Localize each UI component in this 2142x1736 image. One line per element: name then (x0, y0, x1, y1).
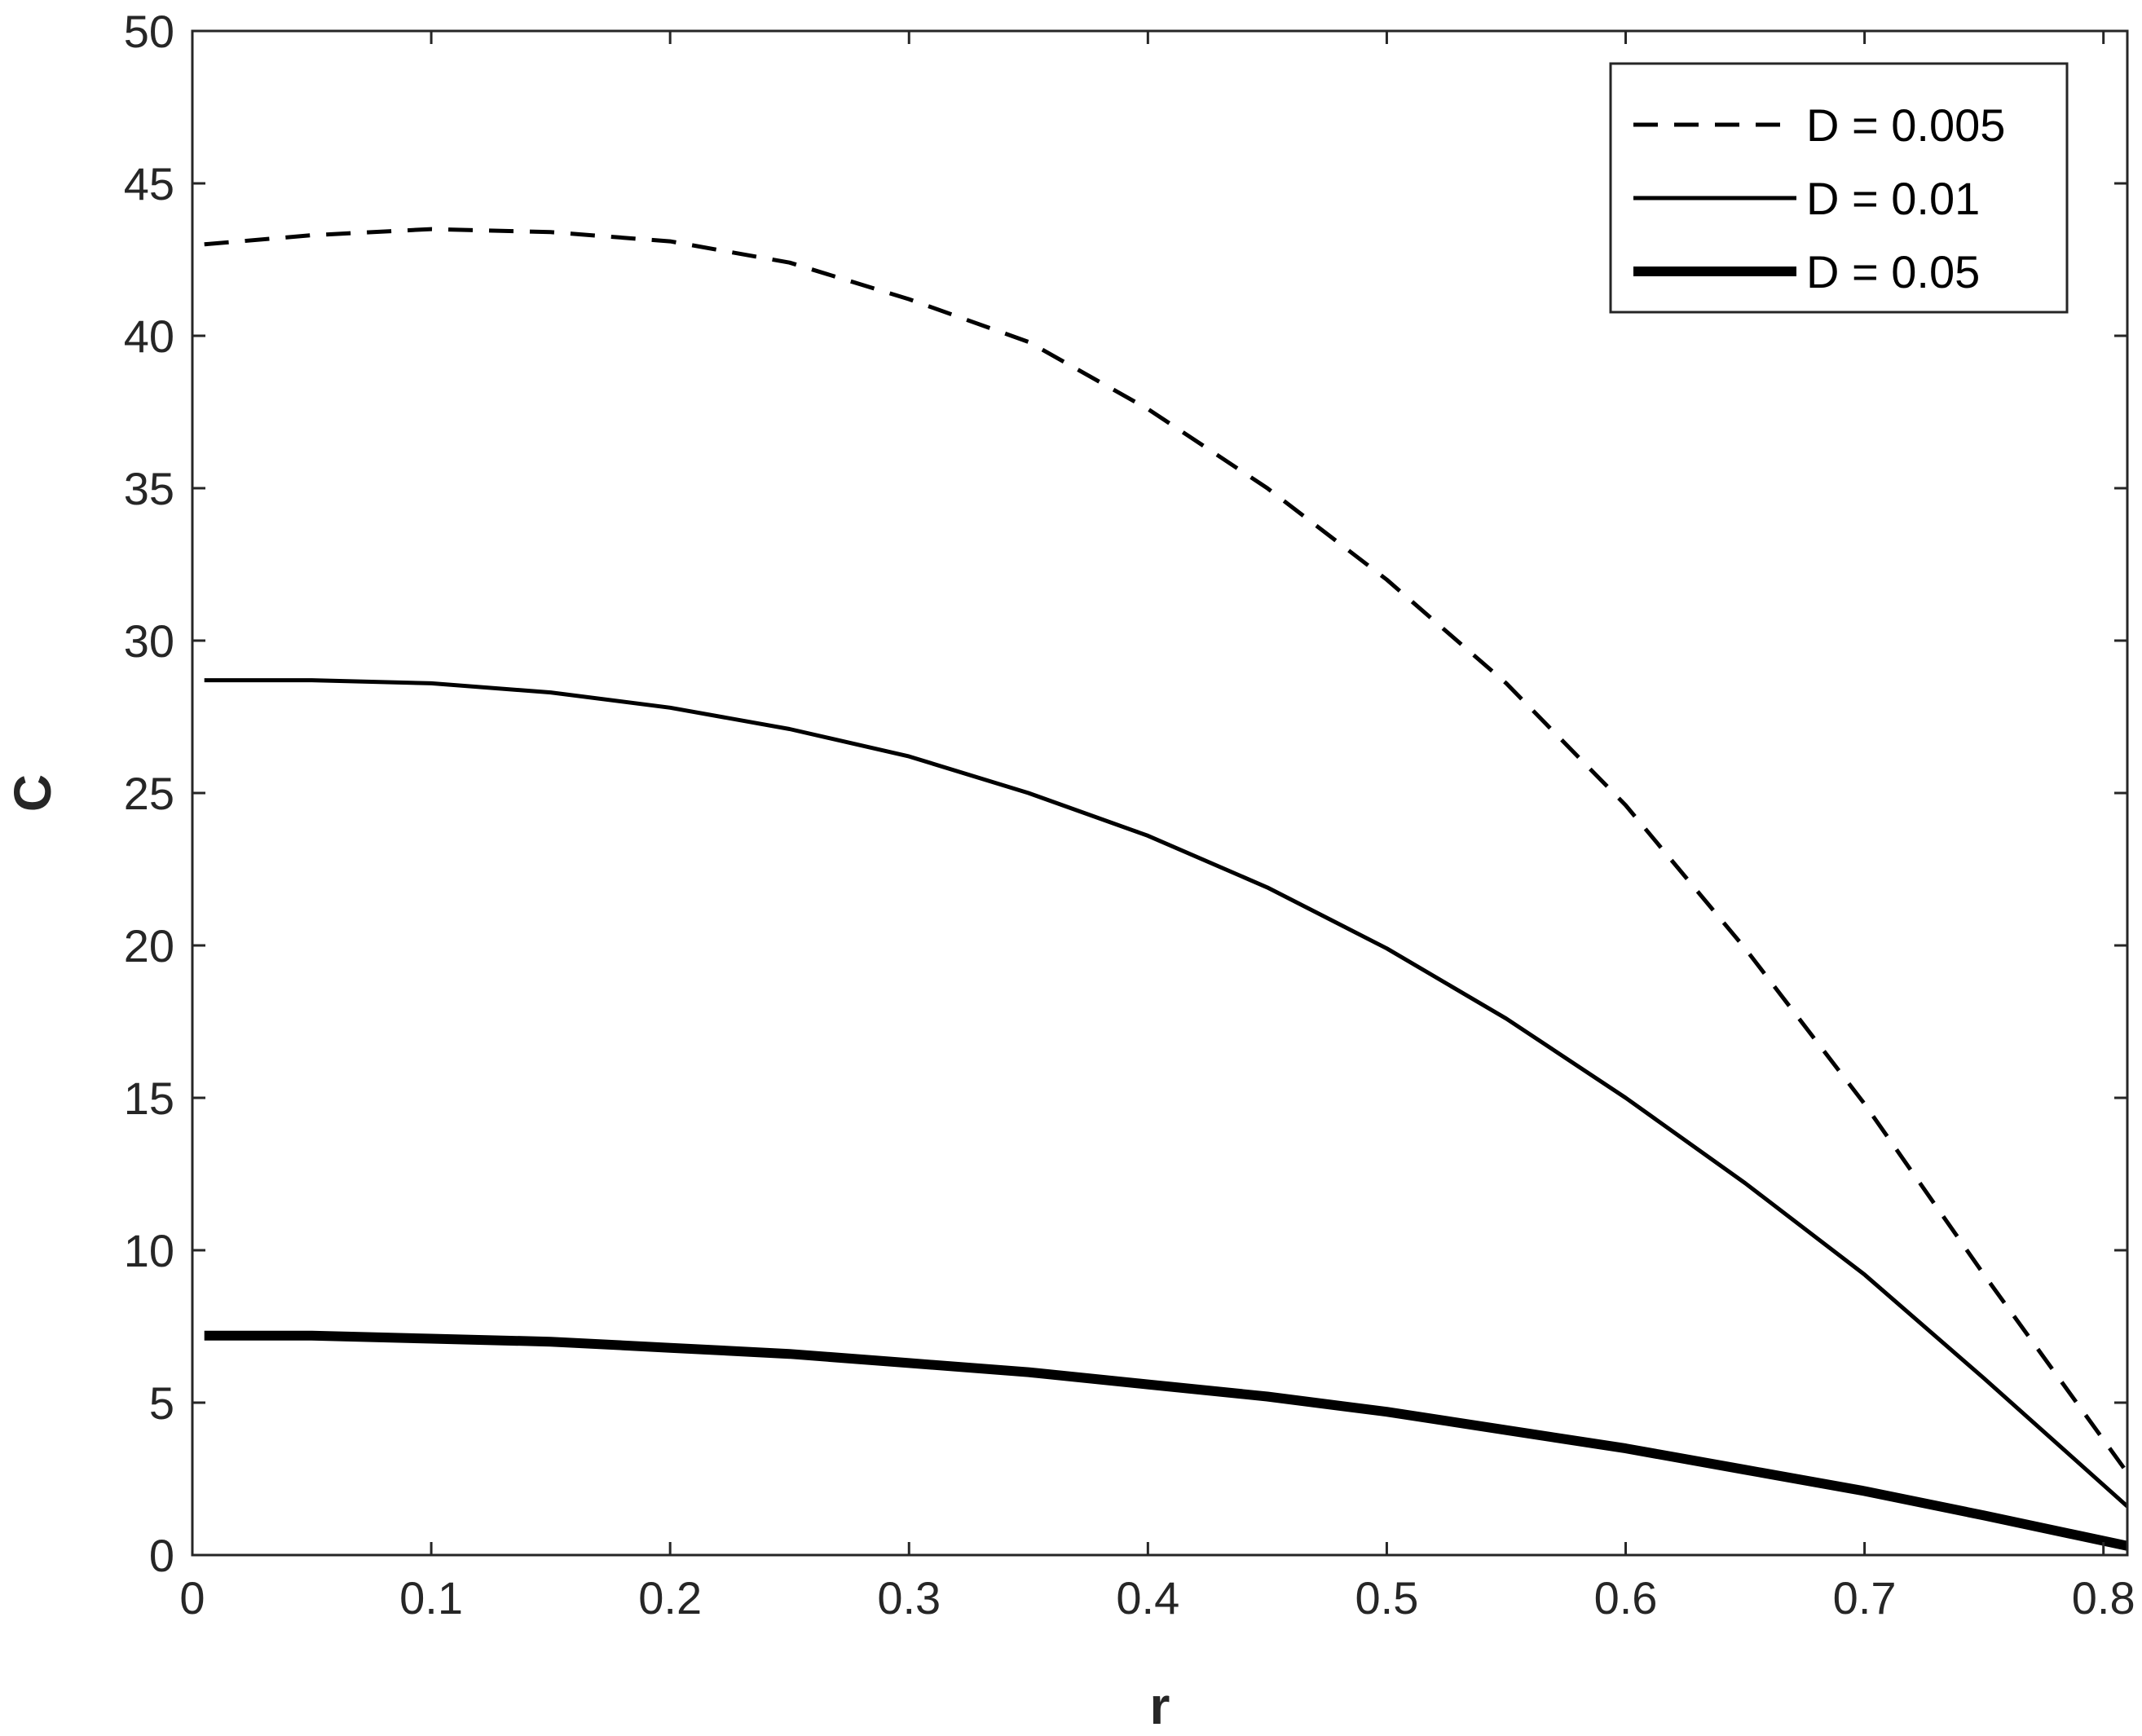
x-tick-label: 0.1 (399, 1572, 463, 1624)
y-tick-label: 10 (124, 1225, 174, 1276)
series-line-1 (204, 227, 2130, 1474)
x-tick-label: 0.6 (1594, 1572, 1658, 1624)
x-tick-label: 0.3 (877, 1572, 941, 1624)
series-layer (204, 227, 2130, 1551)
x-tick-label: 0.2 (638, 1572, 702, 1624)
legend: D = 0.005 D = 0.01 D = 0.05 (1609, 62, 2069, 314)
y-tick-label: 15 (124, 1073, 174, 1124)
legend-label-1: D = 0.005 (1806, 99, 2005, 151)
legend-label-3: D = 0.05 (1806, 246, 1980, 297)
x-tick-label: 0 (179, 1572, 205, 1624)
y-tick-label: 25 (124, 768, 174, 819)
x-axis-title: r (1150, 1677, 1170, 1735)
y-tick-label: 0 (149, 1530, 174, 1581)
x-tick-label: 0.5 (1355, 1572, 1419, 1624)
y-tick-label: 45 (124, 158, 174, 209)
y-tick-label: 40 (124, 311, 174, 362)
y-tick-label: 35 (124, 463, 174, 514)
tick-layer: 0 0.1 0.2 0.3 0.4 0.5 0.6 0.7 0.8 0 5 10 15 20 25 30 35 4… (124, 6, 2135, 1624)
y-axis-title: C (3, 774, 62, 812)
series-line-2 (204, 678, 2129, 1509)
y-tick-label: 20 (124, 920, 174, 972)
legend-label-2: D = 0.01 (1806, 173, 1980, 224)
series-line-3 (204, 1330, 2129, 1551)
x-tick-label: 0.8 (2072, 1572, 2135, 1624)
y-tick-label: 50 (124, 6, 174, 57)
x-tick-label: 0.7 (1833, 1572, 1897, 1624)
x-tick-label: 0.4 (1116, 1572, 1179, 1624)
y-tick-label: 5 (149, 1377, 174, 1429)
y-tick-label: 30 (124, 615, 174, 667)
